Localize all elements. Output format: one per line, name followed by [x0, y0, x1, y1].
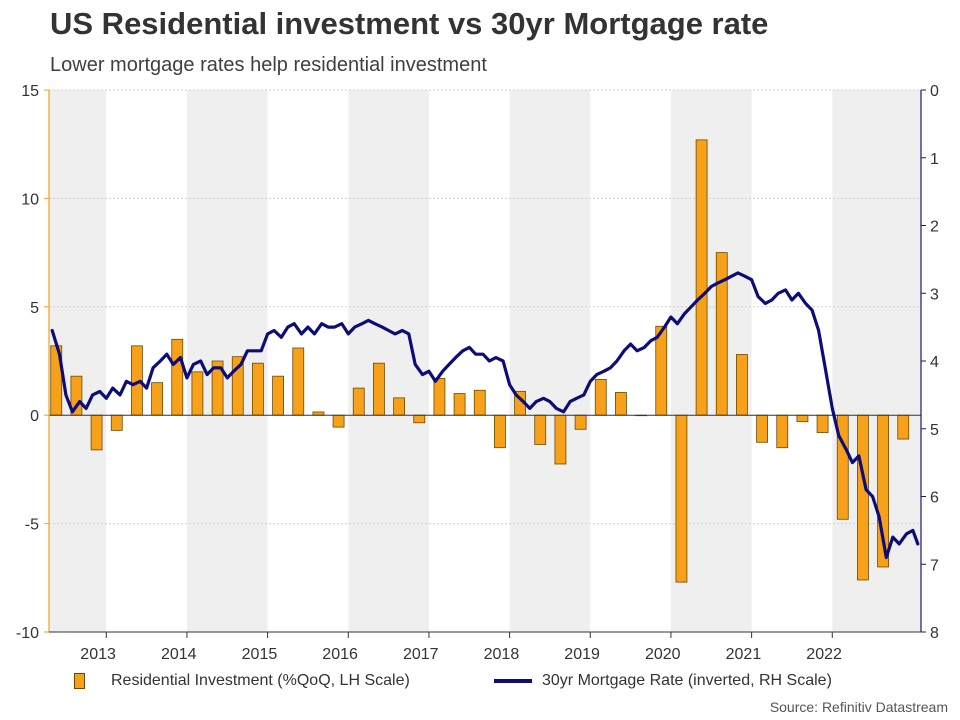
shade-band-3 — [509, 90, 591, 632]
right-tick-label-5: 5 — [930, 422, 939, 439]
bar-36 — [776, 414, 789, 449]
bar-35 — [756, 414, 768, 443]
bar-42 — [897, 414, 910, 440]
right-tick-label-8: 8 — [930, 625, 939, 642]
bar-31 — [675, 414, 688, 583]
bar-33 — [715, 252, 728, 416]
mortgage-rate-line — [50, 271, 920, 560]
legend-bar-swatch — [74, 673, 85, 689]
bar-27 — [594, 379, 607, 416]
legend-line-swatch — [494, 679, 532, 683]
bar-5 — [151, 382, 163, 416]
x-tick-label-9: 2022 — [806, 646, 842, 663]
bar-18 — [413, 414, 426, 424]
left-tick-label-0: 15 — [21, 83, 39, 100]
right-tick-label-6: 6 — [930, 490, 939, 507]
bar-14 — [332, 414, 345, 428]
bar-25 — [554, 414, 567, 465]
right-tick-label-7: 7 — [930, 557, 939, 574]
right-tick-label-1: 1 — [930, 151, 939, 168]
left-tick-label-5: -10 — [16, 625, 39, 642]
bar-series — [50, 139, 910, 583]
bar-15 — [352, 387, 365, 416]
bar-2 — [90, 414, 103, 451]
left-axis-ticks: 15 10 5 0 -5 -10 — [16, 83, 49, 642]
x-tick-label-3: 2016 — [322, 646, 358, 663]
x-tick-label-2: 2015 — [242, 646, 278, 663]
right-tick-label-4: 4 — [930, 354, 939, 371]
right-tick-label-3: 3 — [930, 286, 939, 303]
bar-26 — [574, 414, 587, 430]
chart-subtitle: Lower mortgage rates help residential in… — [50, 54, 487, 76]
x-tick-label-6: 2019 — [564, 646, 600, 663]
bar-32 — [695, 139, 708, 416]
x-tick-label-5: 2018 — [484, 646, 520, 663]
bar-21 — [473, 389, 486, 416]
right-axis-ticks: 0 1 2 3 4 5 6 7 8 — [921, 83, 939, 642]
bar-22 — [494, 414, 506, 449]
legend-bar-label: Residential Investment (%QoQ, LH Scale) — [111, 672, 410, 689]
bar-40 — [857, 414, 869, 581]
bar-19 — [433, 377, 446, 416]
x-tick-label-0: 2013 — [80, 646, 116, 663]
bar-10 — [252, 362, 264, 416]
bar-28 — [615, 392, 627, 416]
right-tick-label-2: 2 — [930, 219, 939, 236]
left-tick-label-1: 10 — [21, 191, 39, 208]
left-tick-label-3: 0 — [30, 408, 39, 425]
chart-title: US Residential investment vs 30yr Mortga… — [50, 6, 769, 41]
bar-20 — [453, 393, 466, 416]
bar-38 — [816, 414, 829, 433]
legend-item-bars: Residential Investment (%QoQ, LH Scale) — [74, 672, 410, 690]
line-series — [50, 271, 920, 560]
left-tick-label-2: 5 — [30, 300, 39, 317]
bar-16 — [373, 362, 385, 416]
bar-17 — [393, 397, 405, 416]
x-tick-label-7: 2020 — [645, 646, 681, 663]
bar-3 — [110, 414, 123, 431]
bar-24 — [534, 414, 547, 445]
bar-12 — [292, 347, 305, 416]
x-tick-label-8: 2021 — [726, 646, 762, 663]
bar-37 — [796, 414, 809, 423]
x-tick-label-1: 2014 — [161, 646, 197, 663]
legend-line-label: 30yr Mortgage Rate (inverted, RH Scale) — [542, 672, 832, 689]
bar-11 — [272, 375, 284, 416]
legend: Residential Investment (%QoQ, LH Scale) … — [0, 672, 960, 696]
x-axis-ticks: 2013 2014 2015 2016 2017 2018 2019 2020 2021 2022 — [80, 632, 842, 663]
left-tick-label-4: -5 — [25, 517, 39, 534]
right-tick-label-0: 0 — [930, 83, 939, 100]
shade-band-2 — [348, 90, 429, 632]
bar-30 — [655, 325, 668, 416]
legend-item-line: 30yr Mortgage Rate (inverted, RH Scale) — [494, 672, 832, 690]
x-tick-label-4: 2017 — [403, 646, 439, 663]
source-note: Source: Refinitiv Datastream — [769, 699, 948, 715]
bar-34 — [736, 354, 748, 416]
bar-7 — [191, 371, 204, 416]
bar-6 — [171, 338, 184, 416]
shade-band-5 — [832, 90, 921, 632]
